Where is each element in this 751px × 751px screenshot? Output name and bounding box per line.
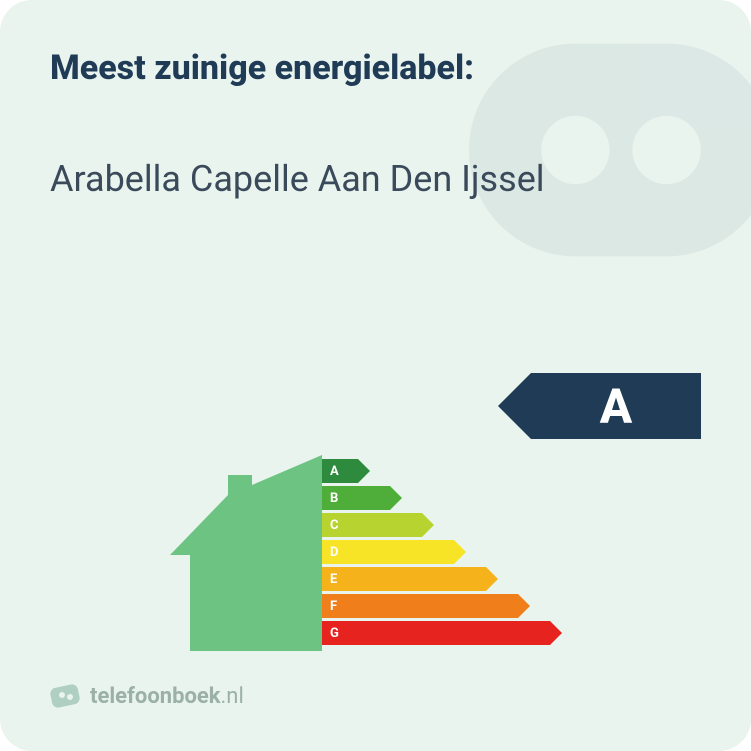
energy-bar: C	[322, 513, 422, 537]
energy-bar-arrow-icon	[358, 459, 370, 483]
energy-bar-row: E	[322, 567, 562, 591]
energy-chart: ABCDEFG A	[50, 371, 701, 651]
energy-bar: D	[322, 540, 454, 564]
energy-bars: ABCDEFG	[322, 459, 562, 645]
energy-bar: B	[322, 486, 390, 510]
energy-bar-row: B	[322, 486, 562, 510]
energy-bar: F	[322, 594, 518, 618]
brand-logo-icon	[50, 681, 80, 711]
house-icon	[170, 455, 322, 651]
footer-brand: telefoonboek.nl	[90, 684, 244, 709]
energy-bar: E	[322, 567, 486, 591]
rating-badge: A	[498, 373, 701, 439]
footer-brand-tld: .nl	[221, 684, 244, 709]
energy-label-card: Meest zuinige energielabel: Arabella Cap…	[0, 0, 751, 751]
energy-bar-arrow-icon	[550, 621, 562, 645]
energy-bar-row: F	[322, 594, 562, 618]
energy-bar: G	[322, 621, 550, 645]
energy-bar-row: C	[322, 513, 562, 537]
rating-badge-body: A	[531, 373, 701, 439]
energy-bar-arrow-icon	[518, 594, 530, 618]
rating-badge-arrow	[498, 373, 531, 439]
card-title: Meest zuinige energielabel:	[50, 48, 701, 89]
energy-bar-arrow-icon	[422, 513, 434, 537]
energy-bar-arrow-icon	[454, 540, 466, 564]
energy-bar: A	[322, 459, 358, 483]
energy-bar-row: G	[322, 621, 562, 645]
energy-bar-arrow-icon	[390, 486, 402, 510]
energy-bar-arrow-icon	[486, 567, 498, 591]
footer: telefoonboek.nl	[50, 681, 701, 711]
energy-bar-row: A	[322, 459, 562, 483]
rating-letter: A	[600, 378, 632, 435]
card-subtitle: Arabella Capelle Aan Den Ijssel	[50, 157, 670, 202]
energy-bar-row: D	[322, 540, 562, 564]
footer-brand-name: telefoonboek	[90, 684, 221, 709]
